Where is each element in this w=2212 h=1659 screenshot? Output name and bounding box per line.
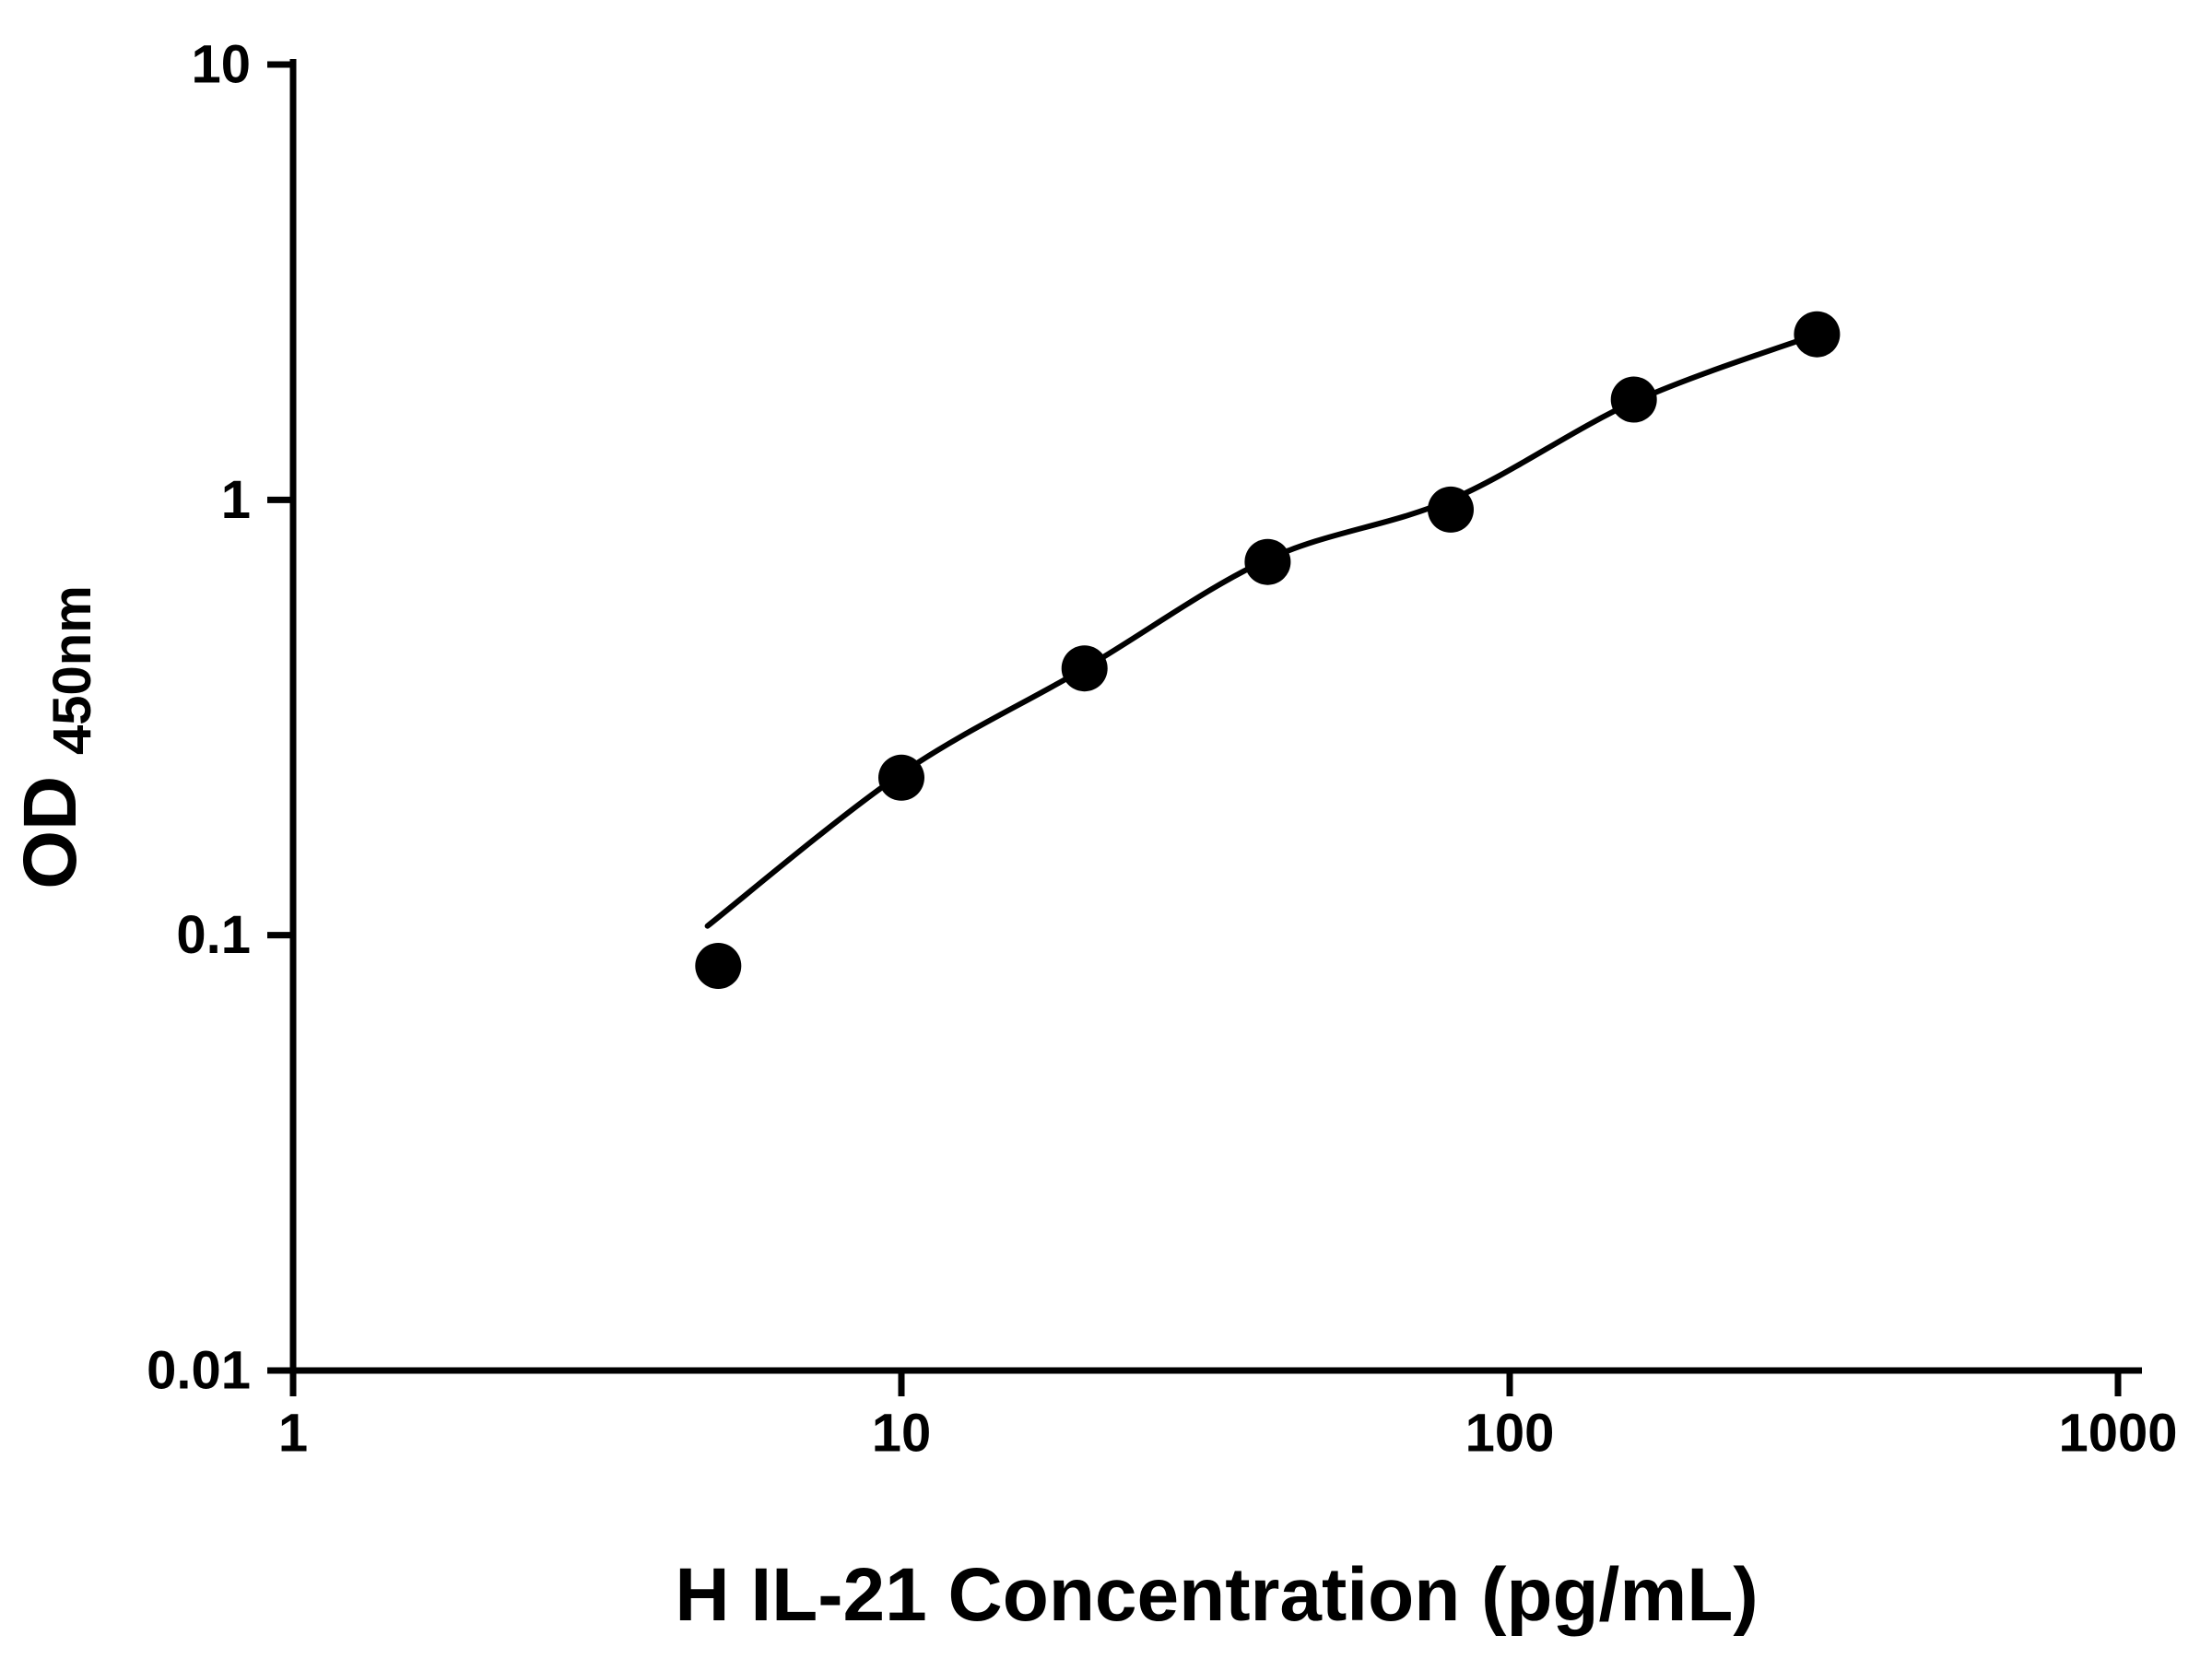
- y-tick-label: 0.1: [176, 905, 251, 965]
- data-point: [878, 754, 924, 801]
- y-axis-title-main: OD: [8, 776, 92, 889]
- y-tick-label: 0.01: [147, 1341, 251, 1401]
- x-tick-label: 10: [872, 1404, 932, 1464]
- axis-lines: [289, 59, 2142, 1374]
- data-point: [1794, 311, 1841, 358]
- fit-curve: [704, 331, 1820, 929]
- data-point: [1061, 645, 1108, 692]
- data-point: [1610, 376, 1657, 423]
- y-axis-title-sub: 450nm: [42, 585, 102, 755]
- data-point: [1428, 486, 1474, 533]
- axes-layer: 1 10 100 1000 0.01 0.1 1 10: [147, 35, 2177, 1464]
- y-axis-title: OD 450nm: [8, 585, 102, 889]
- x-tick-label: 1: [278, 1404, 308, 1464]
- x-axis-title: H IL-21 Concentration (pg/mL): [675, 1553, 1758, 1637]
- data-point: [1244, 538, 1291, 585]
- y-tick-label: 10: [191, 35, 251, 95]
- x-tick-label: 100: [1465, 1404, 1555, 1464]
- x-tick-label: 1000: [2058, 1404, 2177, 1464]
- y-tick-label: 1: [221, 470, 251, 530]
- data-point: [695, 943, 742, 989]
- data-layer: [695, 311, 1841, 989]
